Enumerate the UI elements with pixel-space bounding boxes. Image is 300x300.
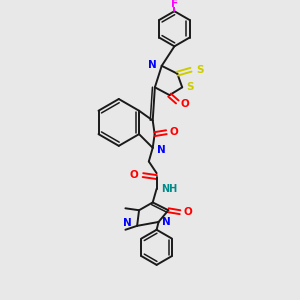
Text: F: F bbox=[171, 0, 178, 9]
Text: O: O bbox=[129, 170, 138, 180]
Text: N: N bbox=[163, 217, 171, 227]
Text: NH: NH bbox=[161, 184, 178, 194]
Text: O: O bbox=[184, 207, 193, 217]
Text: N: N bbox=[148, 60, 157, 70]
Text: N: N bbox=[157, 145, 165, 155]
Text: N: N bbox=[124, 218, 132, 228]
Text: O: O bbox=[169, 127, 178, 137]
Text: S: S bbox=[186, 82, 194, 92]
Text: S: S bbox=[196, 65, 203, 75]
Text: O: O bbox=[180, 99, 189, 109]
